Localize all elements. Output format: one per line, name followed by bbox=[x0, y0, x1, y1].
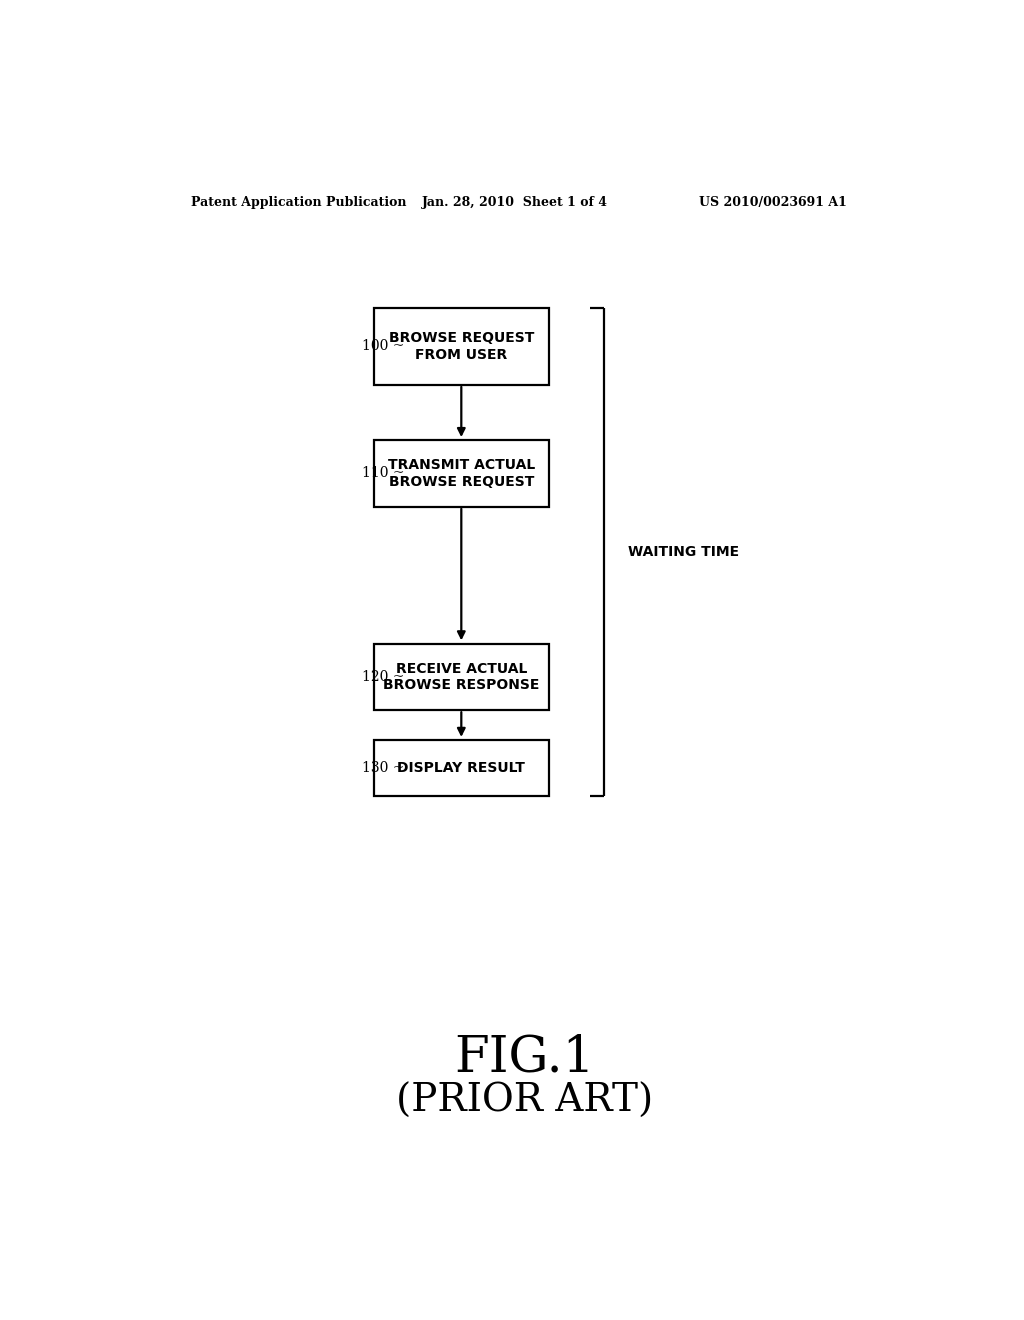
Text: 120 ~: 120 ~ bbox=[362, 669, 404, 684]
Text: DISPLAY RESULT: DISPLAY RESULT bbox=[397, 762, 525, 775]
Text: FIG.1: FIG.1 bbox=[455, 1034, 595, 1082]
Text: Patent Application Publication: Patent Application Publication bbox=[191, 195, 407, 209]
Text: 100 ~: 100 ~ bbox=[362, 339, 404, 354]
Text: Jan. 28, 2010  Sheet 1 of 4: Jan. 28, 2010 Sheet 1 of 4 bbox=[422, 195, 607, 209]
FancyBboxPatch shape bbox=[374, 644, 549, 710]
Text: WAITING TIME: WAITING TIME bbox=[628, 545, 739, 558]
Text: TRANSMIT ACTUAL
BROWSE REQUEST: TRANSMIT ACTUAL BROWSE REQUEST bbox=[388, 458, 535, 488]
Text: (PRIOR ART): (PRIOR ART) bbox=[396, 1084, 653, 1121]
Text: 110 ~: 110 ~ bbox=[362, 466, 404, 480]
Text: BROWSE REQUEST
FROM USER: BROWSE REQUEST FROM USER bbox=[389, 331, 534, 362]
Text: US 2010/0023691 A1: US 2010/0023691 A1 bbox=[699, 195, 847, 209]
Text: 130 ~: 130 ~ bbox=[362, 762, 404, 775]
FancyBboxPatch shape bbox=[374, 309, 549, 384]
FancyBboxPatch shape bbox=[374, 441, 549, 507]
FancyBboxPatch shape bbox=[374, 741, 549, 796]
Text: RECEIVE ACTUAL
BROWSE RESPONSE: RECEIVE ACTUAL BROWSE RESPONSE bbox=[383, 661, 540, 692]
